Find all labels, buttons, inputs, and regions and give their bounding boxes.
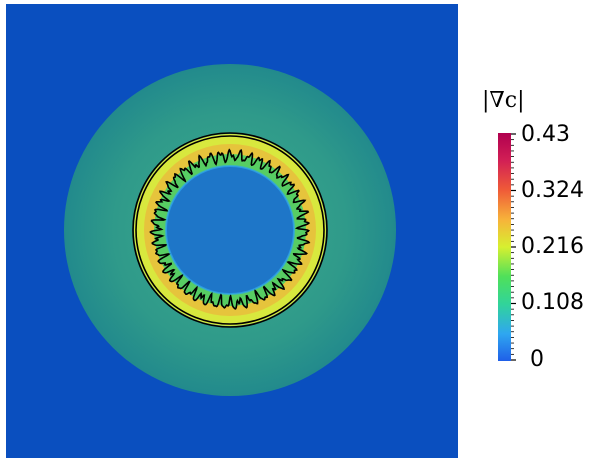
- field-plot-svg: [6, 4, 458, 458]
- outer-contour-2: [132, 132, 328, 328]
- colorbar: [498, 133, 516, 361]
- outer-contour-1: [135, 135, 325, 325]
- colorbar-tick-label-max: 0.43: [521, 122, 570, 147]
- colorbar-tick-label-4: 0.108: [521, 290, 584, 315]
- colorbar-tick-label-2: 0.324: [521, 178, 584, 203]
- inner-disk-edge: [165, 165, 295, 295]
- colorbar-gradient: [498, 133, 511, 361]
- colorbar-svg: [498, 133, 516, 361]
- colorbar-title: |∇c|: [482, 88, 525, 113]
- field-plot: [6, 4, 458, 458]
- colorbar-tick-label-min: 0: [530, 347, 544, 372]
- colorbar-ticks: [511, 133, 516, 361]
- colorbar-tick-label-3: 0.216: [521, 234, 584, 259]
- inner-disk: [166, 166, 294, 294]
